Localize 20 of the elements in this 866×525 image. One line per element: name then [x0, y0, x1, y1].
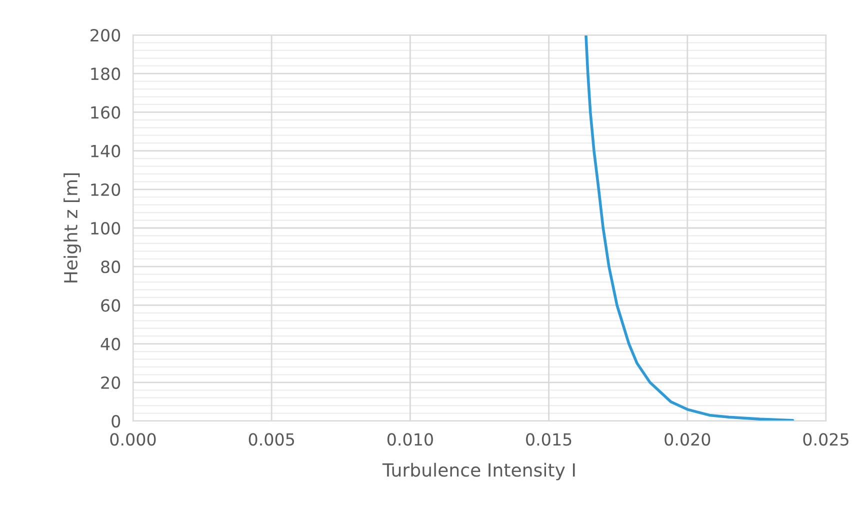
- y-tick-label: 0: [112, 414, 120, 428]
- y-tick-label: 20: [101, 376, 120, 389]
- y-tick-label: 200: [90, 28, 120, 42]
- x-tick-label: 0.015: [526, 433, 572, 446]
- y-tick-label: 140: [91, 144, 120, 158]
- y-tick-label: 100: [91, 222, 120, 235]
- y-tick-label: 40: [100, 338, 120, 350]
- x-axis-title: Turbulence Intensity I: [382, 462, 575, 480]
- x-tick-label: 0.020: [664, 433, 710, 446]
- y-tick-label: 180: [91, 68, 120, 80]
- y-tick-label: 80: [101, 260, 120, 274]
- y-tick-label: 120: [91, 183, 120, 196]
- y-tick-label: 160: [91, 106, 120, 119]
- y-tick-label: 60: [101, 299, 120, 312]
- x-tick-label: 0.005: [248, 433, 294, 446]
- x-tick-label: 0.025: [803, 433, 848, 446]
- x-tick-label: 0.010: [387, 433, 433, 446]
- x-tick-label: 0.000: [110, 433, 156, 446]
- line-series: [584, 35, 794, 421]
- y-axis-title: Height z [m]: [64, 173, 82, 282]
